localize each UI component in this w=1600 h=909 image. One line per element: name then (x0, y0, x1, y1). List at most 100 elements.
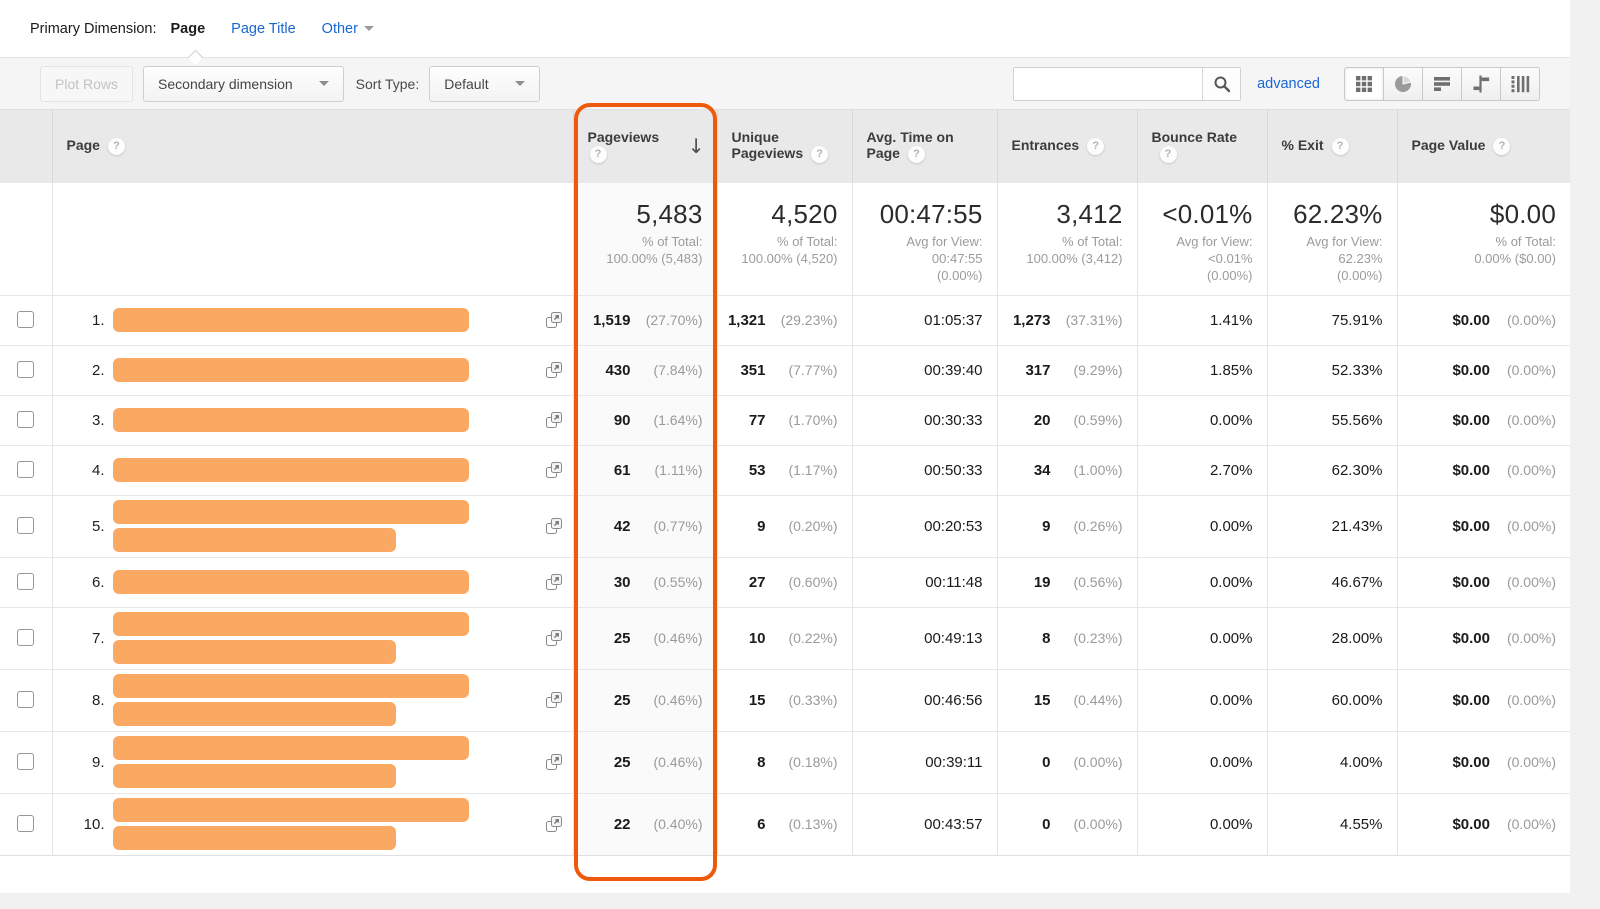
bounce-rate-cell: 0.00% (1136, 668, 1267, 731)
redaction-bar (112, 826, 396, 850)
entrances-cell: 19 (0.56%) (996, 556, 1137, 607)
column-header-pageviews[interactable]: Pageviews ? ↓ (572, 110, 717, 182)
help-icon[interactable]: ? (1331, 137, 1349, 155)
sort-type-select[interactable]: Default (429, 65, 540, 102)
bounce-rate-cell: 0.00% (1136, 730, 1267, 793)
page-cell: 1. (51, 294, 573, 345)
column-header-page[interactable]: Page? (51, 110, 573, 182)
avg-time-cell: 01:05:37 (851, 294, 997, 345)
redacted-page-path (112, 408, 469, 432)
page-margin-right (1570, 0, 1600, 909)
help-icon[interactable]: ? (1159, 145, 1177, 163)
row-checkbox[interactable] (17, 361, 35, 379)
avg-time-cell: 00:30:33 (851, 394, 997, 445)
search-icon (1214, 76, 1230, 92)
help-icon[interactable]: ? (107, 137, 125, 155)
row-number: 2. (91, 361, 105, 379)
pct-exit-cell: 62.30% (1266, 444, 1397, 495)
advanced-search-link[interactable]: advanced (1257, 75, 1320, 92)
help-icon[interactable]: ? (1493, 137, 1511, 155)
column-header-avg-time[interactable]: Avg. Time on Page? (851, 110, 997, 182)
row-checkbox[interactable] (17, 573, 35, 591)
unique-pageviews-cell: 8 (0.18%) (716, 730, 852, 793)
open-in-new-icon[interactable] (545, 361, 563, 379)
sort-descending-icon[interactable]: ↓ (687, 133, 705, 158)
redaction-bar (112, 500, 469, 524)
redacted-page-path (112, 308, 469, 332)
redaction-bar (112, 764, 396, 788)
row-checkbox[interactable] (17, 517, 35, 535)
help-icon[interactable]: ? (907, 145, 925, 163)
bounce-rate-cell: 0.00% (1136, 394, 1267, 445)
open-in-new-icon[interactable] (545, 411, 563, 429)
row-checkbox[interactable] (17, 311, 35, 329)
row-checkbox[interactable] (17, 815, 35, 833)
page-value-cell: $0.00 (0.00%) (1396, 344, 1570, 395)
row-number: 7. (91, 629, 105, 647)
open-in-new-icon[interactable] (545, 691, 563, 709)
row-checkbox[interactable] (17, 411, 35, 429)
open-in-new-icon[interactable] (545, 629, 563, 647)
open-in-new-icon[interactable] (545, 573, 563, 591)
tab-other[interactable]: Other (322, 21, 374, 37)
open-in-new-icon[interactable] (545, 815, 563, 833)
avg-time-cell: 00:20:53 (851, 494, 997, 557)
column-header-page-value[interactable]: Page Value? (1396, 110, 1570, 182)
plot-rows-button[interactable]: Plot Rows (40, 65, 134, 102)
summary-pct-exit: 62.23% Avg for View: 62.23% (0.00%) (1266, 181, 1397, 295)
unique-pageviews-cell: 6 (0.13%) (716, 792, 852, 855)
page-cell: 8. (51, 668, 573, 731)
secondary-dimension-button[interactable]: Secondary dimension (143, 65, 344, 102)
row-checkbox[interactable] (17, 753, 35, 771)
select-all-cell[interactable] (0, 110, 52, 182)
summary-pageviews: 5,483 % of Total: 100.00% (5,483) (572, 181, 717, 295)
tab-page-title[interactable]: Page Title (231, 20, 296, 37)
row-checkbox[interactable] (17, 629, 35, 647)
open-in-new-icon[interactable] (545, 461, 563, 479)
help-icon[interactable]: ? (1087, 137, 1105, 155)
performance-view-button[interactable] (1422, 66, 1462, 101)
comparison-view-button[interactable] (1461, 66, 1501, 101)
redacted-page-path (112, 612, 469, 664)
entrances-cell: 0 (0.00%) (996, 792, 1137, 855)
table-view-button[interactable] (1344, 66, 1384, 101)
chevron-down-icon (363, 26, 374, 32)
pageviews-cell: 42 (0.77%) (572, 494, 717, 557)
help-icon[interactable]: ? (589, 145, 607, 163)
pct-exit-cell: 4.00% (1266, 730, 1397, 793)
primary-dimension-bar: Primary Dimension: Page Page Title Other (0, 0, 1570, 57)
report-table: Page? Pageviews ? ↓ Unique Pageviews? Av… (0, 110, 1570, 856)
summary-page-value: $0.00 % of Total: 0.00% ($0.00) (1396, 181, 1570, 295)
redaction-bar (112, 358, 469, 382)
pct-exit-cell: 46.67% (1266, 556, 1397, 607)
search-button[interactable] (1202, 67, 1241, 100)
page-value-cell: $0.00 (0.00%) (1396, 730, 1570, 793)
row-checkbox[interactable] (17, 691, 35, 709)
redacted-page-path (112, 570, 469, 594)
pct-exit-cell: 21.43% (1266, 494, 1397, 557)
column-header-unique-pageviews[interactable]: Unique Pageviews? (716, 110, 852, 182)
table-row: 9. 25 (0.46%) 8 (0.18%) 00:39:11 0 (0.00%) … (0, 730, 1570, 793)
redacted-page-path (112, 358, 469, 382)
redaction-bar (112, 674, 469, 698)
column-header-bounce-rate[interactable]: Bounce Rate? (1136, 110, 1267, 182)
redaction-bar (112, 798, 469, 822)
summary-row: 5,483 % of Total: 100.00% (5,483) 4,520 %… (0, 181, 1570, 295)
pivot-view-button[interactable] (1500, 66, 1540, 101)
redaction-bar (112, 528, 396, 552)
percentage-view-button[interactable] (1383, 66, 1423, 101)
row-select-cell (0, 606, 52, 669)
open-in-new-icon[interactable] (545, 753, 563, 771)
table-row: 6. 30 (0.55%) 27 (0.60%) 00:11:48 19 (0.56%… (0, 556, 1570, 607)
open-in-new-icon[interactable] (545, 517, 563, 535)
pageviews-cell: 25 (0.46%) (572, 668, 717, 731)
tab-page[interactable]: Page (170, 20, 206, 37)
column-header-entrances[interactable]: Entrances? (996, 110, 1137, 182)
avg-time-cell: 00:39:11 (851, 730, 997, 793)
page-cell: 9. (51, 730, 573, 793)
open-in-new-icon[interactable] (545, 311, 563, 329)
help-icon[interactable]: ? (811, 145, 829, 163)
column-header-pct-exit[interactable]: % Exit? (1266, 110, 1397, 182)
row-checkbox[interactable] (17, 461, 35, 479)
search-input[interactable] (1014, 67, 1203, 100)
